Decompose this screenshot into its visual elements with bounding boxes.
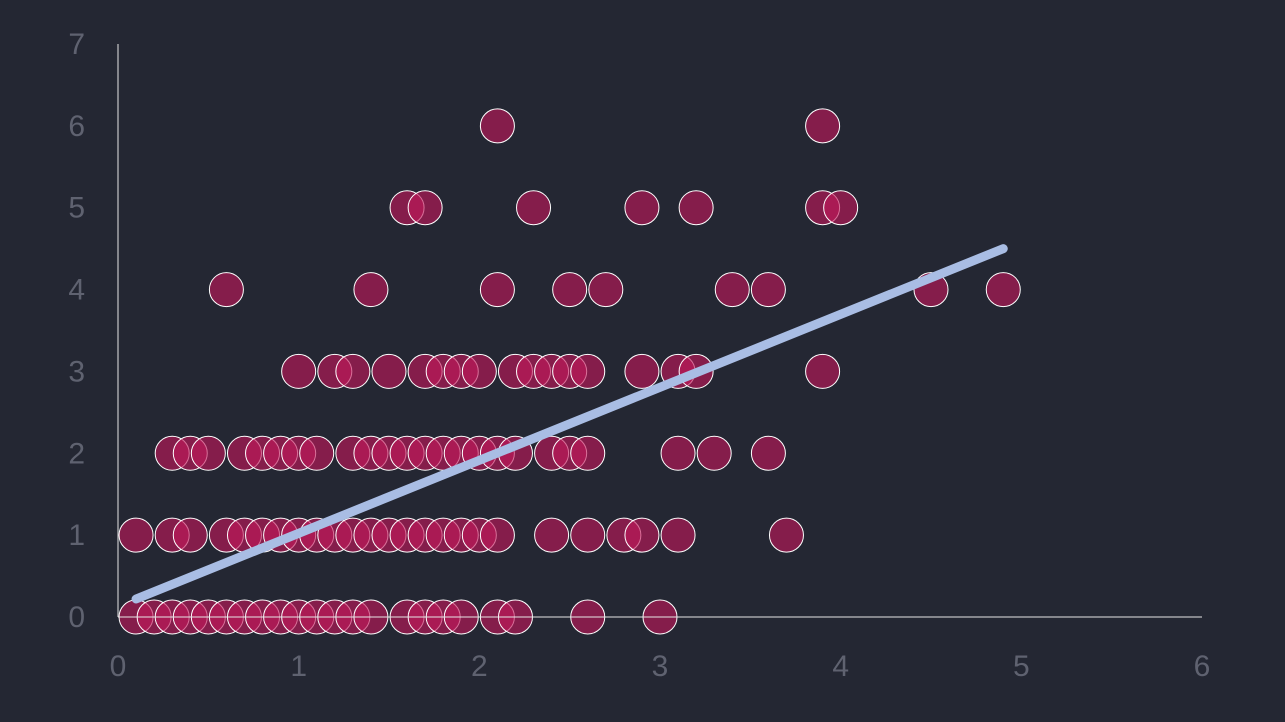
scatter-point [479, 517, 515, 553]
scatter-point [570, 353, 606, 389]
scatter-point [714, 272, 750, 308]
scatter-point [407, 190, 443, 226]
y-tick-label: 0 [68, 601, 85, 634]
x-tick-label: 4 [832, 650, 849, 683]
scatter-point [118, 517, 154, 553]
scatter-point [172, 517, 208, 553]
scatter-point [281, 353, 317, 389]
x-tick-label: 2 [471, 650, 488, 683]
scatter-point [805, 353, 841, 389]
scatter-point [768, 517, 804, 553]
y-tick-label: 4 [68, 274, 85, 307]
scatter-point [660, 435, 696, 471]
scatter-point [534, 517, 570, 553]
x-tick-label: 0 [110, 650, 127, 683]
points-layer [118, 108, 1021, 635]
scatter-point [479, 272, 515, 308]
y-tick-label: 1 [68, 519, 85, 552]
scatter-point [516, 190, 552, 226]
trendline [131, 244, 1008, 604]
scatter-point [624, 353, 660, 389]
scatter-point [678, 190, 714, 226]
y-tick-label: 6 [68, 110, 85, 143]
scatter-point [461, 353, 497, 389]
scatter-point [371, 353, 407, 389]
axes-layer [117, 44, 1202, 618]
scatter-point [985, 272, 1021, 308]
y-tick-label: 3 [68, 355, 85, 388]
scatter-point [823, 190, 859, 226]
scatter-point [696, 435, 732, 471]
scatter-point [750, 435, 786, 471]
scatter-point [624, 517, 660, 553]
scatter-point [750, 272, 786, 308]
scatter-point [805, 108, 841, 144]
x-tick-label: 1 [290, 650, 307, 683]
y-tick-label: 2 [68, 437, 85, 470]
trendline-layer [131, 244, 1008, 604]
x-tick-label: 6 [1194, 650, 1211, 683]
scatter-point [335, 353, 371, 389]
tick-labels-layer: 0 1 2 3 4 5 6 0 1 2 3 4 5 6 7 [68, 28, 1210, 683]
scatter-point [588, 272, 624, 308]
scatter-point [299, 435, 335, 471]
scatter-point [190, 435, 226, 471]
x-tick-label: 3 [652, 650, 669, 683]
scatter-point [660, 517, 696, 553]
scatter-point [624, 190, 660, 226]
x-tick-label: 5 [1013, 650, 1030, 683]
scatter-point [208, 272, 244, 308]
scatter-point [570, 517, 606, 553]
scatter-point [552, 272, 588, 308]
scatter-point [570, 435, 606, 471]
y-tick-label: 7 [68, 28, 85, 61]
scatter-point [353, 272, 389, 308]
y-tick-label: 5 [68, 192, 85, 225]
scatter-point [479, 108, 515, 144]
